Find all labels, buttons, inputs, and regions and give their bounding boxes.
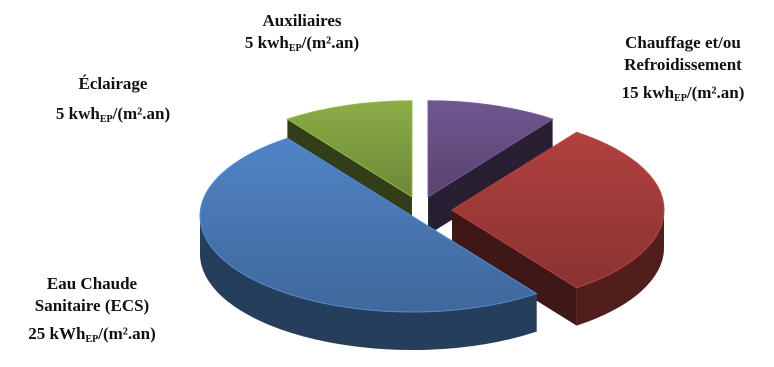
- slice-top-eclairage: [286, 100, 413, 198]
- pie-slice-chauffage: [451, 131, 665, 326]
- slice-top-chauffage: [451, 131, 665, 289]
- slice-side-ecs: [200, 216, 537, 351]
- label-ecs: Eau Chaude Sanitaire (ECS) 25 kWhEP/(m².…: [28, 274, 156, 345]
- label-chauffage: Chauffage et/ou Refroidissement 15 kwhEP…: [621, 33, 745, 104]
- label-eclairage: Éclairage 5 kwhEP/(m².an): [55, 74, 171, 125]
- slice-top-ecs: [199, 137, 538, 313]
- pie-slice-ecs: [199, 137, 538, 351]
- label-auxiliaires: Auxiliaires 5 kwhEP/(m².an): [244, 11, 360, 54]
- slice-side-chauffage: [576, 210, 664, 326]
- slice-top-auxiliaires: [427, 100, 554, 198]
- slice-wall-chauffage: [452, 210, 577, 326]
